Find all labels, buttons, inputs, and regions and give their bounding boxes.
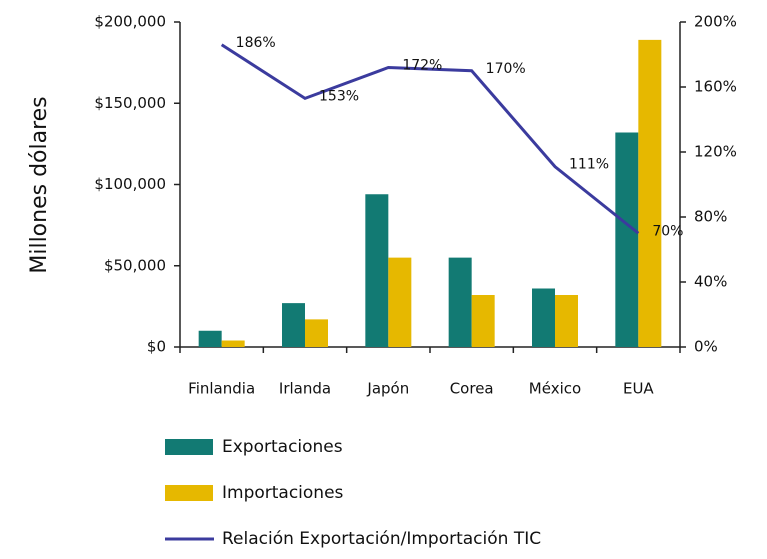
y-tick-label: $200,000 [94, 13, 166, 31]
ratio-line [220, 43, 640, 235]
bar [532, 288, 555, 347]
x-tick-label: EUA [623, 380, 654, 398]
bar [365, 194, 389, 347]
data-label: 153% [319, 88, 359, 104]
x-tick-label: Irlanda [279, 380, 331, 398]
y2-tick-label: 80% [694, 208, 727, 226]
bar [638, 39, 662, 347]
y2-tick-label: 40% [694, 273, 727, 291]
y-axis-label: Millones dólares [27, 96, 52, 273]
y-tick-label: $0 [147, 338, 166, 356]
data-label: 172% [402, 58, 442, 74]
bar [448, 257, 472, 347]
x-tick-label: Japón [366, 380, 409, 398]
bar [305, 319, 328, 347]
legend-label: Importaciones [222, 483, 344, 503]
x-tick-label: Corea [450, 380, 494, 398]
legend-label: Exportaciones [222, 437, 343, 457]
y2-tick-label: 0% [694, 338, 718, 356]
legend-swatch [165, 485, 213, 501]
bar [615, 132, 639, 347]
bar [221, 340, 245, 347]
y-tick-label: $50,000 [104, 256, 166, 274]
bar [555, 295, 578, 347]
bar [388, 257, 412, 347]
y-tick-label: $100,000 [94, 175, 166, 193]
x-tick-label: Finlandia [188, 380, 255, 398]
y2-tick-label: 120% [694, 143, 737, 161]
y2-tick-label: 200% [694, 13, 737, 31]
x-tick-label: México [529, 380, 581, 398]
data-label: 170% [486, 61, 526, 77]
data-label: 111% [569, 157, 609, 173]
legend-swatch [165, 439, 213, 455]
bar [471, 295, 495, 347]
bar [198, 330, 222, 347]
bar [282, 303, 305, 347]
data-label: 186% [236, 35, 276, 51]
y2-tick-label: 160% [694, 78, 737, 96]
data-label: 70% [652, 223, 683, 239]
legend-label: Relación Exportación/Importación TIC [222, 529, 541, 549]
y-tick-label: $150,000 [94, 94, 166, 112]
